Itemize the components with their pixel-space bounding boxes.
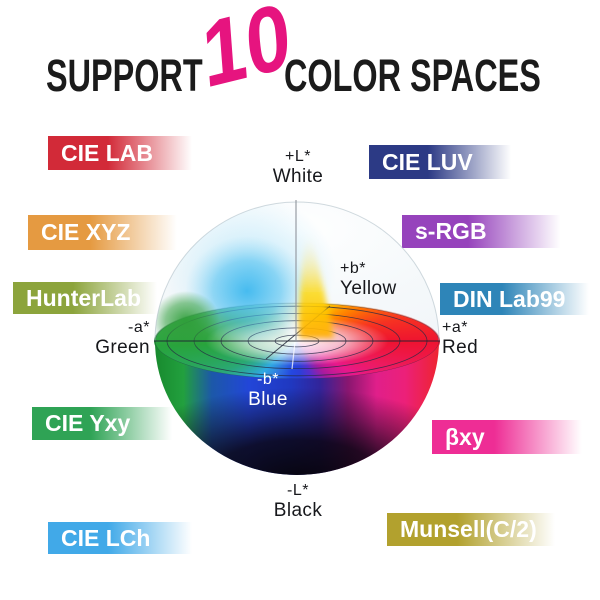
- dome-outline: [154, 201, 440, 342]
- axis-label-green: -a* Green: [66, 319, 150, 358]
- axis-yellow-name: Yellow: [340, 278, 397, 299]
- bar-label-munsell: Munsell(C/2): [400, 516, 537, 542]
- bar-din-lab99: DIN Lab99: [440, 283, 595, 315]
- axis-red-name: Red: [442, 337, 479, 358]
- axis-label-red: +a* Red: [442, 319, 478, 358]
- bar-label-cie-lch: CIE LCh: [61, 525, 151, 551]
- bar-label-cie-yxy: CIE Yxy: [45, 410, 131, 436]
- bar-label-cie-lab: CIE LAB: [61, 140, 153, 166]
- bar-bxy: βxy: [432, 420, 588, 454]
- axis-blue-symbol: -b*: [257, 371, 279, 388]
- bar-cie-lab: CIE LAB: [48, 136, 198, 170]
- title-prefix: SUPPORT: [46, 50, 203, 101]
- axis-yellow-symbol: +b*: [340, 260, 366, 277]
- axis-label-blue: -b* Blue: [228, 371, 308, 410]
- axis-label-black: -L* Black: [252, 482, 344, 521]
- axis-green-symbol: -a*: [128, 319, 150, 336]
- lower-hemisphere-shading: [155, 341, 439, 475]
- dome-green-blob: [155, 291, 220, 351]
- axis-label-yellow: +b* Yellow: [340, 260, 397, 299]
- axis-white-symbol: +L*: [285, 148, 311, 165]
- title-suffix: COLOR SPACES: [284, 50, 541, 101]
- bar-label-din-lab99: DIN Lab99: [453, 286, 566, 312]
- axis-green-name: Green: [95, 337, 150, 358]
- axis-label-white: +L* White: [252, 148, 344, 187]
- bar-cie-xyz: CIE XYZ: [28, 215, 183, 250]
- bar-label-hunterlab: HunterLab: [26, 285, 141, 311]
- axis-white-name: White: [272, 166, 324, 187]
- axis-red-symbol: +a*: [442, 319, 468, 336]
- b-axis-front-line: [291, 341, 296, 370]
- bar-label-s-rgb: s-RGB: [415, 218, 487, 244]
- bar-label-bxy: βxy: [445, 424, 485, 450]
- axis-black-name: Black: [273, 500, 323, 521]
- bar-label-cie-luv: CIE LUV: [382, 149, 473, 175]
- bar-cie-lch: CIE LCh: [48, 522, 198, 554]
- bar-cie-luv: CIE LUV: [369, 145, 517, 179]
- dome-yellow-streak: [299, 237, 334, 338]
- bar-label-cie-xyz: CIE XYZ: [41, 219, 131, 245]
- bar-munsell: Munsell(C/2): [387, 513, 562, 546]
- axis-blue-name: Blue: [248, 389, 288, 410]
- axis-black-symbol: -L*: [287, 482, 309, 499]
- bar-cie-yxy: CIE Yxy: [32, 407, 178, 440]
- bar-hunterlab: HunterLab: [13, 282, 163, 314]
- bar-s-rgb: s-RGB: [402, 215, 567, 248]
